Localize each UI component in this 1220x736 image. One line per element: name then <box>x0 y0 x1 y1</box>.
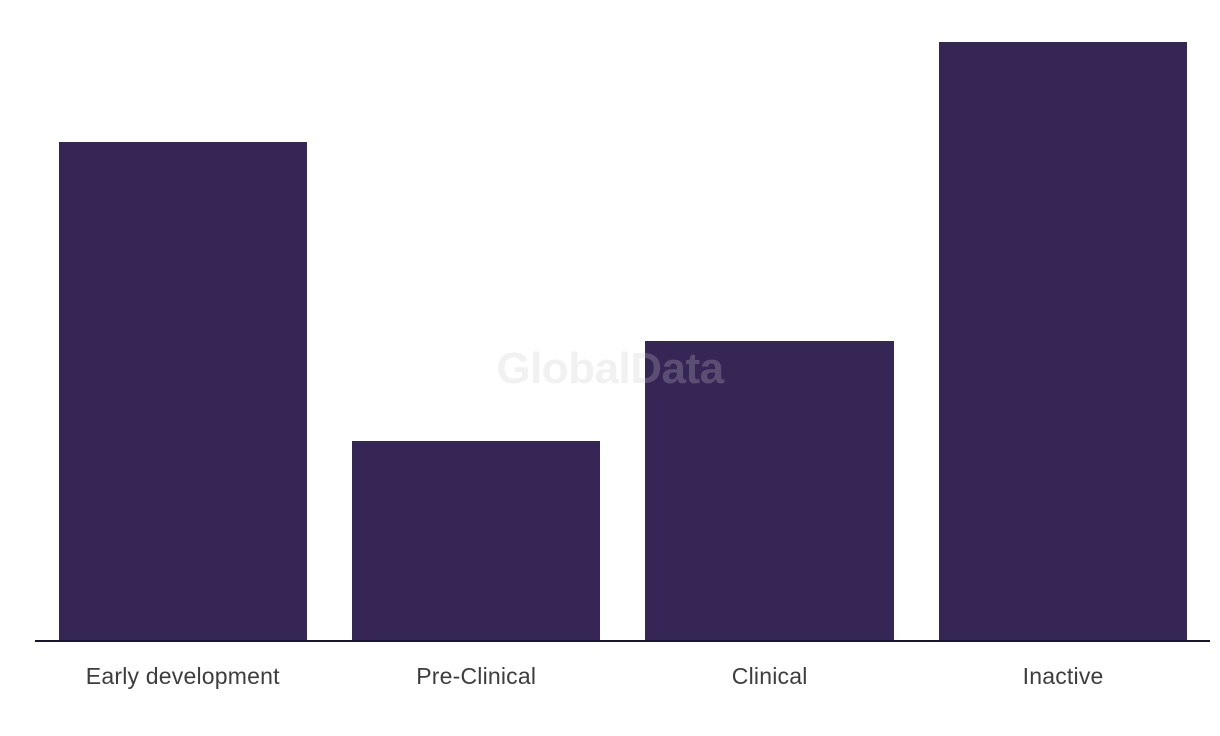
x-label-early-development: Early development <box>85 663 280 689</box>
x-label-clinical: Clinical <box>731 663 808 689</box>
x-label-inactive: Inactive <box>1022 663 1104 689</box>
bar-pre-clinical[interactable] <box>351 440 601 640</box>
bar-clinical[interactable] <box>645 341 894 640</box>
bar-inactive[interactable] <box>938 42 1188 640</box>
x-axis-line <box>35 639 1210 642</box>
bar-early-development[interactable] <box>58 141 307 640</box>
x-label-pre-clinical: Pre-Clinical <box>416 663 537 689</box>
